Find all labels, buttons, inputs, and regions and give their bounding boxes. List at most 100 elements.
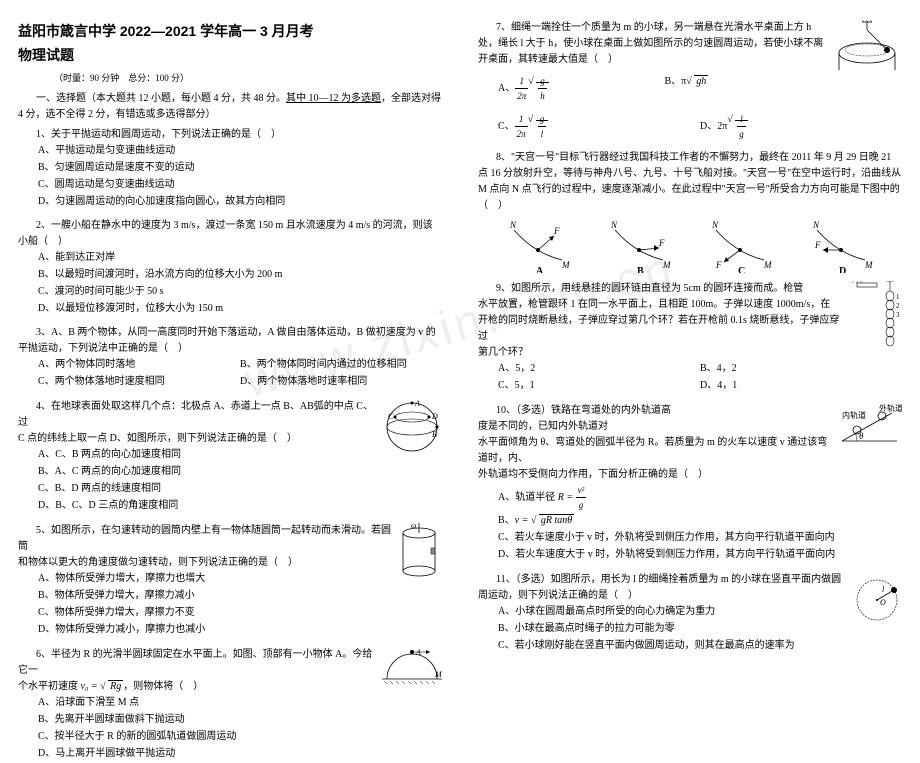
left-column: 益阳市箴言中学 2022—2021 学年高一 3 月月考 物理试题 （时量：90… [0, 0, 460, 651]
rail-incline-icon: θ 内轨道 外轨道 [837, 403, 902, 448]
q4-option-d: D、B、C、D 三点的角速度相同 [38, 498, 442, 514]
q2-option-d: D、以最短位移渡河时，位移大小为 150 m [38, 301, 442, 317]
svg-text:M: M [434, 670, 442, 679]
svg-text:F: F [814, 240, 821, 250]
hemisphere-icon: A M [382, 647, 442, 687]
svg-text:ω: ω [411, 523, 416, 530]
svg-text:N: N [711, 220, 719, 230]
q2-stem: 2、一艘小船在静水中的速度为 3 m/s，渡过一条宽 150 m 且水流速度为 … [18, 218, 442, 250]
q9-option-b: B、4，2 [700, 361, 902, 377]
question-4: A C D B 4、在地球表面处取这样几个点：北极点 A、赤道上一点 B、AB弧… [18, 399, 442, 515]
q3-option-b: B、两个物体同时间内通过的位移相同 [240, 357, 442, 373]
q8-stem: 8、"天宫一号"目标飞行器经过我国科技工作者的不懈努力，最终在 2011 年 9… [478, 150, 902, 214]
q1-stem: 1、关于平抛运动和圆周运动，下列说法正确的是（ ） [18, 127, 442, 143]
q5-stem1: 5、如图所示，在匀速转动的圆筒内壁上有一物体随圆筒一起转动而未滑动。若圆筒 [18, 523, 442, 555]
q10-figure: θ 内轨道 外轨道 [837, 403, 902, 454]
q1-option-d: D、匀速圆周运动的向心加速度指向圆心，故其方向相同 [38, 194, 442, 210]
section1-text: 一、选择题（本大题共 12 小题，每小题 4 分，共 48 分。 [36, 93, 286, 104]
question-8: 8、"天宫一号"目标飞行器经过我国科技工作者的不懈努力，最终在 2011 年 9… [478, 150, 902, 273]
q6-stem2: 个水平初速度 [18, 681, 81, 692]
q5-stem2: 和物体以更大的角速度做匀速转动，则下列说法正确的是（ ） [18, 555, 442, 571]
exam-meta: （时量：90 分钟 总分：100 分） [54, 71, 442, 85]
q4-stem2: C 点的纬线上取一点 D、如图所示，则下列说法正确的是（ ） [18, 431, 442, 447]
q9-stem2: 水平放置，枪管跟环 1 在同一水平面上，且相距 100m。子弹以速度 1000m… [478, 297, 902, 313]
q5-option-d: D、物体所受弹力减小，摩擦力也减小 [38, 622, 442, 638]
svg-text:C: C [738, 266, 745, 273]
q5-figure: ω [397, 523, 442, 589]
q4-option-b: B、A、C 两点的向心加速度相同 [38, 464, 442, 480]
q11-option-c: C、若小球刚好能在竖直平面内做圆周运动，则其在最高点的速率为 [498, 638, 902, 654]
q8-diagrams: N M F A N M F B N M [488, 218, 892, 273]
question-11: l O 11、（多选）如图所示，用长为 l 的细绳拴着质量为 m 的小球在竖直平… [478, 572, 902, 655]
q10-stem4: 外轨道均不受侧向力作用，下面分析正确的是（ ） [478, 467, 902, 483]
q9-figure: 1 2 3 [852, 281, 902, 357]
q9-stem3: 开枪的同时烧断悬线，子弹应穿过第几个环？若在开枪前 0.1s 烧断悬线，子弹应穿… [478, 313, 902, 345]
q8-diagram-c: N M F C [706, 218, 776, 273]
svg-text:F: F [658, 238, 665, 248]
svg-text:外轨道: 外轨道 [879, 403, 902, 413]
q6-option-c: C、按半径大于 R 的新的圆弧轨道做圆周运动 [38, 729, 442, 745]
right-column: 7、细绳一端拴住一个质量为 m 的小球，另一端悬在光滑水平桌面上方 h 处，绳长… [460, 0, 920, 651]
q10-option-c: C、若火车速度小于 v 时，外轨将受到侧压力作用，其方向平行轨道平面向内 [498, 530, 902, 546]
svg-text:M: M [561, 260, 570, 270]
q6-stem: 6、半径为 R 的光滑半圆球固定在水平面上。如图、顶部有一小物体 A。今给它一 [18, 647, 442, 679]
q2-option-a: A、能到达正对岸 [38, 250, 442, 266]
q9-stem4: 第几个环？ [478, 345, 902, 361]
svg-text:2: 2 [896, 302, 900, 310]
q3-option-d: D、两个物体落地时速率相同 [240, 374, 442, 390]
svg-text:B: B [637, 266, 644, 273]
section1-header: 一、选择题（本大题共 12 小题，每小题 4 分，共 48 分。其中 10—12… [18, 91, 442, 123]
svg-text:N: N [509, 220, 517, 230]
svg-text:F: F [553, 226, 560, 236]
q5-option-a: A、物体所受弹力增大，摩擦力也增大 [38, 571, 442, 587]
q11-option-a: A、小球在圆周最高点时所受的向心力确定为重力 [498, 604, 902, 620]
svg-text:A: A [414, 399, 420, 408]
svg-text:1: 1 [896, 293, 900, 301]
q2-option-c: C、渡河的时间可能少于 50 s [38, 284, 442, 300]
q3-option-a: A、两个物体同时落地 [38, 357, 240, 373]
svg-text:N: N [812, 220, 820, 230]
q10-option-a: A、轨道半径 R = v²g [498, 483, 902, 513]
svg-text:B: B [432, 430, 437, 439]
q11-option-b: B、小球在最高点时绳子的拉力可能为零 [498, 621, 902, 637]
q5-option-c: C、物体所受弹力增大，摩擦力不变 [38, 605, 442, 621]
svg-text:A: A [415, 648, 421, 657]
q1-option-b: B、匀速圆周运动是速度不变的运动 [38, 160, 442, 176]
q3-stem: 3、A、B 两个物体，从同一高度同时开始下落运动，A 做自由落体运动，B 做初速… [18, 325, 442, 357]
svg-text:M: M [662, 260, 671, 270]
svg-text:D: D [431, 412, 438, 421]
exam-title: 益阳市箴言中学 2022—2021 学年高一 3 月月考 [18, 20, 442, 42]
vertical-circle-icon: l O [852, 572, 902, 627]
q6-formula: v₀ = Rg [81, 681, 124, 692]
section1-underline: 其中 10—12 为多选题 [286, 93, 381, 104]
sphere-icon: A C D B [382, 399, 442, 454]
svg-text:O: O [880, 598, 886, 607]
q1-option-a: A、平抛运动是匀变速曲线运动 [38, 143, 442, 159]
svg-text:N: N [610, 220, 618, 230]
q9-stem1: 9、如图所示，用线悬挂的圆环链由直径为 5cm 的圆环连接而成。枪管 [478, 281, 902, 297]
q7-options: A、12πgh B、πgh C、12πgl D、2πlg [498, 74, 902, 142]
exam-subject: 物理试题 [18, 44, 442, 66]
q6-stem1: 6、半径为 R 的光滑半圆球固定在水平面上。如图、顶部有一小物体 A。今给它一 [18, 649, 372, 676]
q7-option-b: B、πgh [665, 74, 832, 104]
q4-option-c: C、B、D 两点的线速度相同 [38, 481, 442, 497]
q4-stem1: 4、在地球表面处取这样几个点：北极点 A、赤道上一点 B、AB弧的中点 C、过 [18, 399, 442, 431]
q7-option-a: A、12πgh [498, 74, 665, 104]
question-5: ω 5、如图所示，在匀速转动的圆筒内壁上有一物体随圆筒一起转动而未滑动。若圆筒 … [18, 523, 442, 639]
question-6: A M 6、半径为 R 的光滑半圆球固定在水平面上。如图、顶部有一小物体 A。今… [18, 647, 442, 763]
question-10: θ 内轨道 外轨道 10、（多选）铁路在弯道处的内外轨道高 度是不同的，已知内外… [478, 403, 902, 565]
q6-stem-line2: 个水平初速度 v₀ = Rg，则物体将（ ） [18, 679, 442, 695]
svg-text:A: A [536, 266, 544, 273]
q6-option-d: D、马上离开半圆球做平抛运动 [38, 746, 442, 762]
q10-stem1a: 10、（多选）铁路在弯道处的内外轨道高 [496, 405, 671, 416]
q7-option-d: D、2πlg [700, 112, 902, 142]
q8-diagram-a: N M F A [504, 218, 574, 273]
svg-text:D: D [839, 266, 846, 273]
svg-text:F: F [715, 260, 722, 270]
svg-text:θ: θ [859, 431, 864, 441]
q7-option-c: C、12πgl [498, 112, 700, 142]
q1-option-c: C、圆周运动是匀变速曲线运动 [38, 177, 442, 193]
q6-option-b: B、先离开半圆球面做斜下抛运动 [38, 712, 442, 728]
table-ball-icon [837, 20, 902, 75]
svg-text:l: l [882, 585, 885, 594]
